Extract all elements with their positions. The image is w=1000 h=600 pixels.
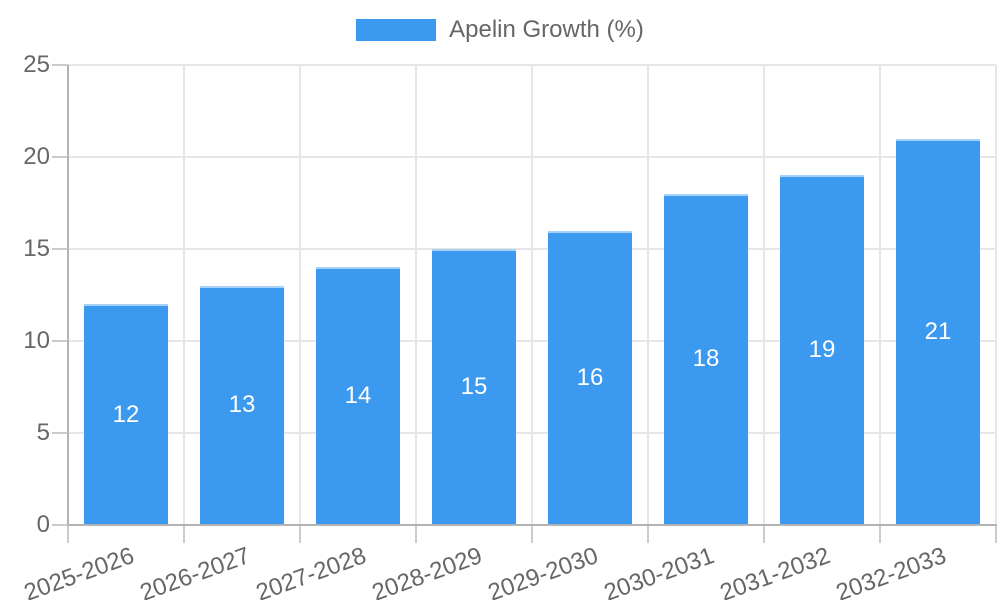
legend-swatch-icon xyxy=(356,19,437,41)
bar-value-label: 15 xyxy=(460,373,488,400)
x-tick xyxy=(647,525,649,543)
x-gridline xyxy=(299,65,301,525)
y-tick xyxy=(52,248,68,250)
y-tick-label: 25 xyxy=(23,51,50,78)
x-tick xyxy=(183,525,185,543)
y-tick xyxy=(52,432,68,434)
bar-value-label: 21 xyxy=(924,317,952,345)
x-gridline xyxy=(647,65,649,525)
bar xyxy=(664,193,748,525)
x-tick-label: 2028-2029 xyxy=(368,542,486,600)
y-gridline xyxy=(68,340,996,342)
x-gridline xyxy=(531,65,533,525)
x-tick-label: 2030-2031 xyxy=(600,542,718,600)
x-tick-label: 2026-2027 xyxy=(136,542,254,600)
y-tick-label: 20 xyxy=(23,143,50,170)
x-gridline xyxy=(995,65,997,525)
x-tick xyxy=(415,525,417,543)
y-gridline xyxy=(68,248,996,250)
bar xyxy=(432,249,516,525)
x-axis-line xyxy=(67,524,997,526)
y-gridline xyxy=(68,64,996,66)
y-tick-label: 5 xyxy=(36,419,50,446)
x-tick xyxy=(531,525,533,543)
x-gridline xyxy=(763,65,765,525)
x-tick xyxy=(879,525,881,543)
x-gridline xyxy=(879,65,881,525)
bar xyxy=(200,285,284,525)
x-tick-label: 2027-2028 xyxy=(252,542,370,600)
y-tick-label: 15 xyxy=(23,235,50,262)
y-tick xyxy=(52,524,68,526)
x-tick-label: 2025-2026 xyxy=(20,542,138,600)
y-tick xyxy=(52,156,68,158)
bar-value-label: 12 xyxy=(112,400,140,428)
x-tick xyxy=(995,525,997,543)
bar xyxy=(84,304,168,525)
legend-label: Apelin Growth (%) xyxy=(449,16,644,43)
bar xyxy=(548,230,632,525)
bar-value-label: 18 xyxy=(692,345,720,373)
bar-value-label: 16 xyxy=(576,363,604,391)
bar-value-label: 13 xyxy=(228,391,256,419)
y-gridline xyxy=(68,156,996,158)
bar xyxy=(896,138,980,525)
x-tick-label: 2029-2030 xyxy=(484,542,602,600)
bar xyxy=(316,267,400,525)
y-tick-label: 0 xyxy=(36,511,50,538)
legend-item-apelin-growth[interactable]: Apelin Growth (%) xyxy=(356,17,644,43)
x-gridline xyxy=(415,65,417,525)
bar xyxy=(780,175,864,525)
y-gridline xyxy=(68,432,996,434)
bar-value-label: 14 xyxy=(344,382,372,410)
y-tick-label: 10 xyxy=(23,327,50,354)
x-tick-label: 2031-2032 xyxy=(716,542,834,600)
y-tick xyxy=(52,340,68,342)
x-tick xyxy=(763,525,765,543)
x-tick xyxy=(67,525,69,543)
y-tick xyxy=(52,64,68,66)
legend: Apelin Growth (%) xyxy=(0,17,1000,43)
x-tick-label: 2032-2033 xyxy=(832,542,950,600)
x-tick xyxy=(299,525,301,543)
bar-value-label: 19 xyxy=(808,336,836,364)
y-axis-line xyxy=(67,65,69,525)
x-gridline xyxy=(183,65,185,525)
